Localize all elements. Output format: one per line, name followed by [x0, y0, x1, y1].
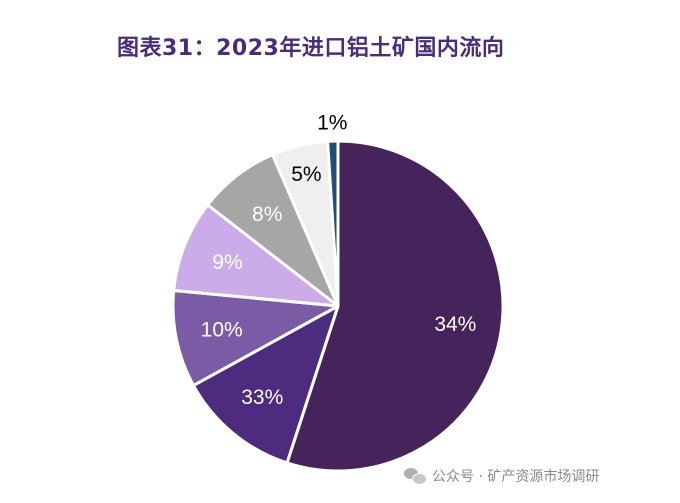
pie-slice-2 [171, 288, 340, 387]
pie-slice-6 [326, 139, 340, 308]
pie-slice-3 [172, 203, 340, 308]
slice-label-6: 1% [317, 111, 347, 134]
chart-title: 图表31：2023年进口铝土矿国内流向 [117, 36, 505, 61]
wechat-icon [404, 467, 427, 485]
slice-label-5: 5% [291, 163, 321, 186]
slice-label-4: 8% [252, 203, 282, 226]
watermark-text: 公众号 · 矿产资源市场调研 [432, 469, 600, 485]
pie-slice-1 [191, 304, 340, 465]
slice-label-3: 9% [212, 251, 242, 274]
pie-slice-0 [285, 139, 505, 473]
watermark: 公众号 · 矿产资源市场调研 [404, 466, 599, 486]
slice-label-1: 33% [241, 386, 283, 409]
slice-label-0: 34% [434, 313, 476, 336]
slice-label-2: 10% [201, 319, 243, 342]
